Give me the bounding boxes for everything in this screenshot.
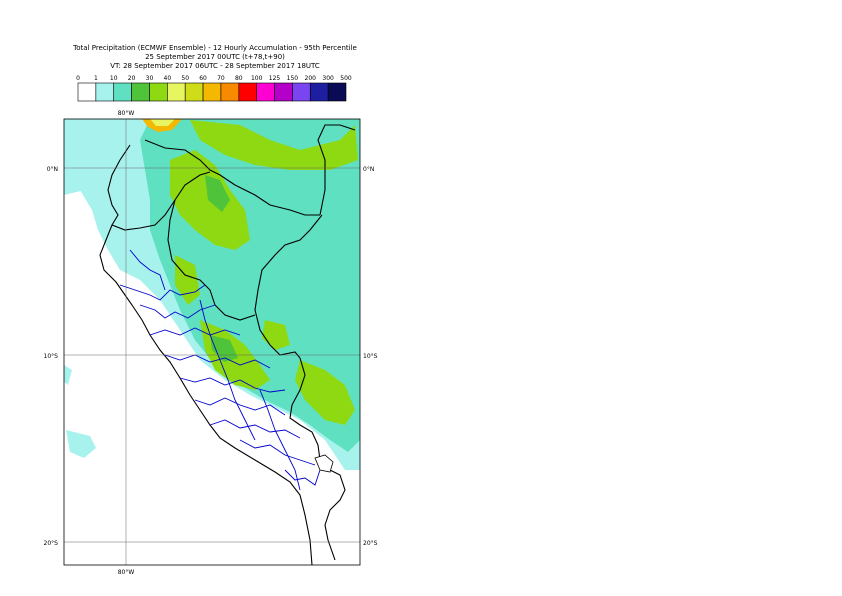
precip-band-20mm-2 [190, 120, 358, 170]
legend-tick-label: 150 [287, 75, 299, 82]
legend-tick-label: 0 [76, 75, 80, 82]
legend-tick-label: 10 [110, 75, 118, 82]
precipitation-legend: 0 1 10 20 30 40 50 60 70 80 100 125 150 200 300 500 [76, 75, 352, 102]
lake-titicaca [314, 454, 334, 473]
legend-tick-label: 70 [217, 75, 225, 82]
map-frame [63, 118, 361, 566]
precip-patch-1mm-sw2 [64, 365, 72, 385]
legend-tick-label: 40 [164, 75, 172, 82]
map-title-line3: VT: 28 September 2017 06UTC - 28 Septemb… [110, 62, 320, 70]
legend-tick-label: 50 [181, 75, 189, 82]
precip-band-40mm [150, 119, 175, 126]
lat-label-right-0: 0°N [363, 166, 374, 173]
lon-label-top: 80°W [118, 110, 135, 117]
lat-label-left-0: 0°N [47, 166, 58, 173]
graticule [64, 119, 360, 565]
precip-band-30mm [205, 175, 230, 212]
lat-label-left-2: 20°S [44, 540, 59, 547]
legend-tick-label: 200 [305, 75, 317, 82]
legend-tick-label: 300 [322, 75, 334, 82]
lon-label-bottom: 80°W [118, 569, 135, 576]
country-borders [99, 124, 356, 565]
legend-tick-label: 20 [128, 75, 136, 82]
map-title-line1: Total Precipitation (ECMWF Ensemble) - 1… [73, 44, 357, 52]
legend-tick-label: 125 [269, 75, 281, 82]
precip-band-20mm-5 [262, 320, 290, 350]
legend-tick-label: 1 [94, 75, 98, 82]
map-title-line2: 25 September 2017 00UTC (t+78,t+90) [145, 53, 285, 61]
precip-band-20mm-4 [295, 360, 355, 425]
legend-tick-label: 30 [146, 75, 154, 82]
precip-patch-1mm-sw [66, 430, 96, 458]
legend-tick-label: 100 [251, 75, 263, 82]
lat-label-left-1: 10°S [44, 353, 59, 360]
lat-label-right-2: 20°S [363, 540, 378, 547]
legend-tick-label: 80 [235, 75, 243, 82]
legend-swatch [327, 82, 347, 102]
region-borders [119, 249, 321, 491]
precip-band-1mm-west [64, 119, 130, 195]
legend-tick-label: 60 [199, 75, 207, 82]
lat-label-right-1: 10°S [363, 353, 378, 360]
legend-tick-label: 500 [340, 75, 352, 82]
